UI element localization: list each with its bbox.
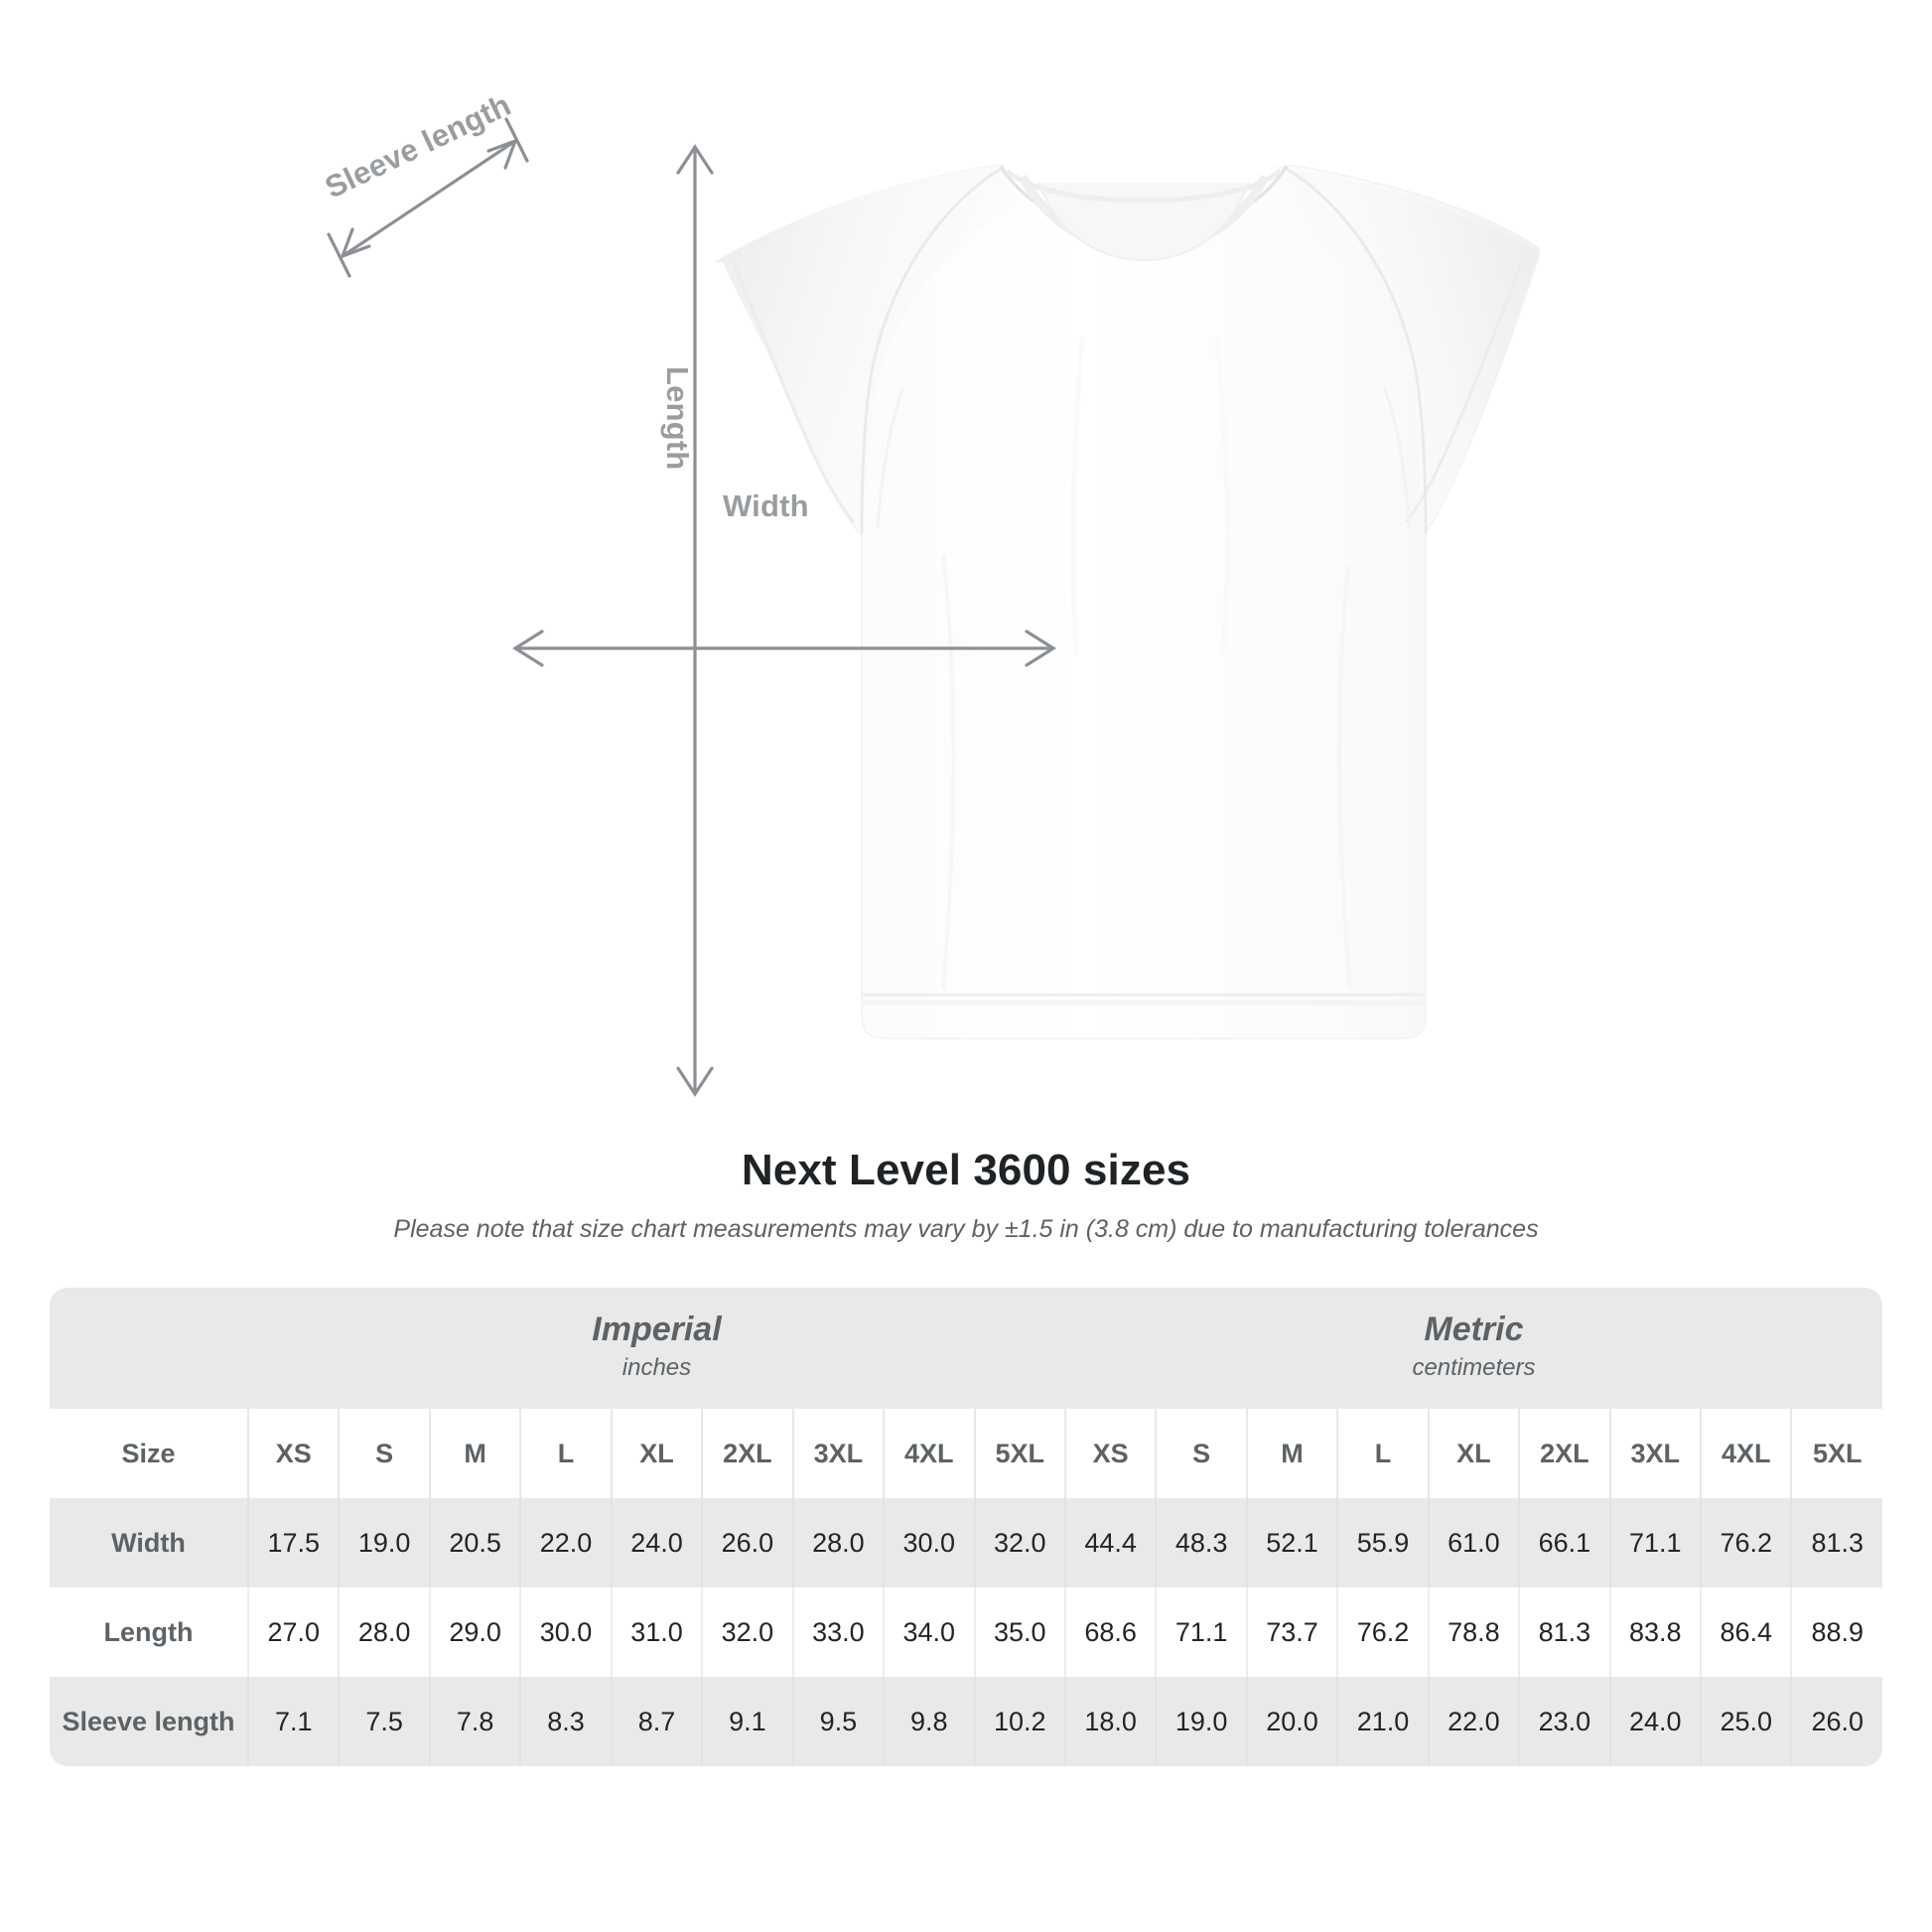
cell-width-metric-l: 55.9 xyxy=(1336,1498,1429,1587)
cell-width-metric-s: 48.3 xyxy=(1155,1498,1247,1587)
cell-length-imperial-xs: 27.0 xyxy=(246,1587,340,1677)
cell-length-metric-2xl: 81.3 xyxy=(1518,1587,1610,1677)
cell-sleeve-length-metric-3xl: 24.0 xyxy=(1608,1677,1701,1766)
cell-width-imperial-xl: 24.0 xyxy=(610,1498,703,1587)
cell-sleeve-length-metric-xl: 22.0 xyxy=(1427,1677,1520,1766)
size-header-cell-metric-xs: XS xyxy=(1063,1409,1157,1498)
unit-name: Imperial xyxy=(592,1311,722,1349)
cell-sleeve-length-imperial-xs: 7.1 xyxy=(246,1677,340,1766)
table-row: Sleeve length 7.1 7.5 7.8 8.3 8.7 9.1 9.5 9.8 10.… xyxy=(50,1677,1882,1766)
page-title: Next Level 3600 sizes xyxy=(741,1146,1191,1194)
cell-length-imperial-xl: 31.0 xyxy=(610,1587,703,1677)
cell-width-metric-xl: 61.0 xyxy=(1427,1498,1520,1587)
cell-sleeve-length-metric-xs: 18.0 xyxy=(1063,1677,1157,1766)
cell-length-imperial-4xl: 34.0 xyxy=(883,1587,975,1677)
size-header-cell-imperial-xs: XS xyxy=(246,1409,340,1498)
size-header-cell-imperial-xl: XL xyxy=(610,1409,703,1498)
cell-sleeve-length-metric-m: 20.0 xyxy=(1245,1677,1338,1766)
cell-sleeve-length-imperial-2xl: 9.1 xyxy=(701,1677,793,1766)
sleeve-length-arrow-line xyxy=(341,139,517,258)
cell-sleeve-length-metric-4xl: 25.0 xyxy=(1699,1677,1792,1766)
unit-subtitle: inches xyxy=(621,1353,692,1381)
size-header-cell-imperial-5xl: 5XL xyxy=(973,1409,1065,1498)
cell-width-imperial-xs: 17.5 xyxy=(246,1498,340,1587)
cell-length-imperial-s: 28.0 xyxy=(338,1587,430,1677)
cell-width-metric-3xl: 71.1 xyxy=(1608,1498,1701,1587)
cell-width-imperial-l: 22.0 xyxy=(519,1498,612,1587)
size-header-row: Size XS S M L XL 2XL 3XL 4XL 5XL XS S M L XL 2XL 3XL 4XL 5… xyxy=(50,1409,1882,1498)
size-header-cell-metric-s: S xyxy=(1155,1409,1247,1498)
unit-header-imperial: Imperial inches xyxy=(248,1288,1065,1409)
cell-sleeve-length-imperial-m: 7.8 xyxy=(428,1677,521,1766)
cell-sleeve-length-imperial-l: 8.3 xyxy=(519,1677,612,1766)
cell-width-metric-2xl: 66.1 xyxy=(1518,1498,1610,1587)
size-header-cell-metric-2xl: 2XL xyxy=(1518,1409,1610,1498)
cell-sleeve-length-imperial-4xl: 9.8 xyxy=(883,1677,975,1766)
cell-length-metric-xl: 78.8 xyxy=(1427,1587,1520,1677)
size-header-cell-imperial-m: M xyxy=(428,1409,521,1498)
cell-width-imperial-2xl: 26.0 xyxy=(701,1498,793,1587)
size-header-cell-metric-3xl: 3XL xyxy=(1608,1409,1701,1498)
cell-length-imperial-5xl: 35.0 xyxy=(973,1587,1065,1677)
cell-sleeve-length-metric-5xl: 26.0 xyxy=(1790,1677,1882,1766)
tshirt-illustration xyxy=(387,139,1549,1162)
size-header-cell-imperial-l: L xyxy=(519,1409,612,1498)
cell-length-metric-l: 76.2 xyxy=(1336,1587,1429,1677)
size-column-header: Size xyxy=(50,1409,248,1498)
cell-sleeve-length-metric-l: 21.0 xyxy=(1336,1677,1429,1766)
table-row: Width 17.5 19.0 20.5 22.0 24.0 26.0 28.0 30.0 32.… xyxy=(50,1498,1882,1587)
size-header-cell-imperial-s: S xyxy=(338,1409,430,1498)
unit-header-metric: Metric centimeters xyxy=(1064,1288,1882,1409)
cell-width-imperial-4xl: 30.0 xyxy=(883,1498,975,1587)
size-table-container: Imperial inches Metric centimeters Size XS S M L… xyxy=(0,1288,1932,1766)
table-row: Length 27.0 28.0 29.0 30.0 31.0 32.0 33.0 34.0 35… xyxy=(50,1587,1882,1677)
size-header-cell-metric-m: M xyxy=(1245,1409,1338,1498)
cell-length-metric-s: 71.1 xyxy=(1155,1587,1247,1677)
cell-width-imperial-5xl: 32.0 xyxy=(973,1498,1065,1587)
cell-sleeve-length-imperial-s: 7.5 xyxy=(338,1677,430,1766)
size-header-cell-metric-4xl: 4XL xyxy=(1699,1409,1792,1498)
row-header-length: Length xyxy=(50,1587,248,1677)
cell-width-metric-xs: 44.4 xyxy=(1063,1498,1157,1587)
cell-length-metric-4xl: 86.4 xyxy=(1699,1587,1792,1677)
tolerance-note: Please note that size chart measurements… xyxy=(393,1215,1539,1243)
cell-sleeve-length-metric-s: 19.0 xyxy=(1155,1677,1247,1766)
row-header-width: Width xyxy=(50,1498,248,1587)
size-header-cell-imperial-3xl: 3XL xyxy=(791,1409,885,1498)
measurement-arrows xyxy=(327,117,1057,1097)
size-header-cell-metric-l: L xyxy=(1336,1409,1429,1498)
cell-length-imperial-2xl: 32.0 xyxy=(701,1587,793,1677)
size-header-cell-metric-xl: XL xyxy=(1427,1409,1520,1498)
cell-length-metric-5xl: 88.9 xyxy=(1790,1587,1882,1677)
size-header-cell-imperial-2xl: 2XL xyxy=(701,1409,793,1498)
cell-sleeve-length-imperial-3xl: 9.5 xyxy=(791,1677,885,1766)
cell-width-imperial-m: 20.5 xyxy=(428,1498,521,1587)
table-corner-cell xyxy=(50,1288,248,1409)
row-header-sleeve-length: Sleeve length xyxy=(50,1677,248,1766)
cell-length-metric-m: 73.7 xyxy=(1245,1587,1338,1677)
cell-length-metric-xs: 68.6 xyxy=(1063,1587,1157,1677)
cell-width-imperial-s: 19.0 xyxy=(338,1498,430,1587)
cell-sleeve-length-imperial-5xl: 10.2 xyxy=(973,1677,1065,1766)
cell-width-imperial-3xl: 28.0 xyxy=(791,1498,885,1587)
cell-width-metric-m: 52.1 xyxy=(1245,1498,1338,1587)
unit-name: Metric xyxy=(1424,1311,1524,1349)
cell-sleeve-length-imperial-xl: 8.7 xyxy=(610,1677,703,1766)
unit-subtitle: centimeters xyxy=(1412,1353,1536,1381)
cell-length-metric-3xl: 83.8 xyxy=(1608,1587,1701,1677)
size-table: Imperial inches Metric centimeters Size XS S M L… xyxy=(50,1288,1882,1766)
size-chart-diagram: Sleeve length Length Width xyxy=(320,87,1540,1097)
cell-length-imperial-3xl: 33.0 xyxy=(791,1587,885,1677)
cell-width-metric-5xl: 81.3 xyxy=(1790,1498,1882,1587)
title-block: Next Level 3600 sizes Please note that s… xyxy=(0,1146,1932,1244)
cell-length-imperial-l: 30.0 xyxy=(519,1587,612,1677)
cell-length-imperial-m: 29.0 xyxy=(428,1587,521,1677)
cell-width-metric-4xl: 76.2 xyxy=(1699,1498,1792,1587)
size-header-cell-metric-5xl: 5XL xyxy=(1790,1409,1882,1498)
size-header-cell-imperial-4xl: 4XL xyxy=(883,1409,975,1498)
unit-header-row: Imperial inches Metric centimeters xyxy=(50,1288,1882,1409)
cell-sleeve-length-metric-2xl: 23.0 xyxy=(1518,1677,1610,1766)
